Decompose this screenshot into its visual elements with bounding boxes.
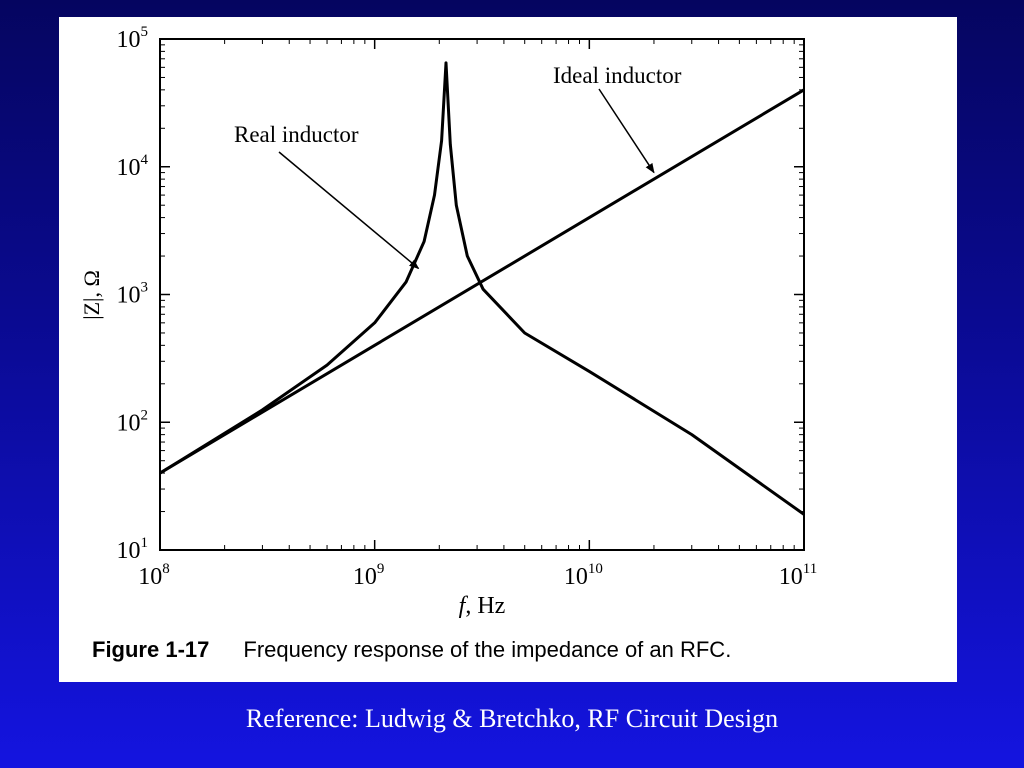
- y-tick-label: 105: [117, 24, 149, 53]
- y-tick-marks: [160, 38, 804, 551]
- ideal-inductor-line: [159, 88, 805, 475]
- figure-caption: Figure 1-17 Frequency response of the imp…: [92, 637, 731, 663]
- y-tick-label: 101: [117, 535, 149, 564]
- real-inductor-annotation-label: Real inductor: [234, 122, 359, 147]
- real-inductor-annotation-arrow: [278, 151, 420, 270]
- ideal-inductor-annotation-arrow: [598, 88, 655, 174]
- x-axis-title: f, Hz: [459, 593, 506, 619]
- impedance-chart: 108 109 1010 1011 101 102 103 104 105 Real indu…: [79, 24, 817, 619]
- series-layer: [159, 61, 805, 516]
- x-tick-marks: [159, 39, 805, 550]
- x-tick-label: 109: [353, 561, 385, 590]
- slide-reference: Reference: Ludwig & Bretchko, RF Circuit…: [245, 704, 779, 733]
- figure-panel: 108 109 1010 1011 101 102 103 104 105 Real indu…: [59, 17, 957, 682]
- y-tick-labels: 101 102 103 104 105: [117, 24, 149, 564]
- x-tick-labels: 108 109 1010 1011: [138, 561, 817, 590]
- x-tick-label: 1011: [779, 561, 817, 590]
- y-tick-label: 102: [117, 407, 149, 436]
- ideal-inductor-annotation-label: Ideal inductor: [553, 63, 682, 88]
- annotation-layer: Real inductor Ideal inductor: [234, 63, 682, 270]
- real-inductor-line: [159, 61, 805, 516]
- y-axis-title: |Z|, Ω: [79, 270, 104, 320]
- y-tick-label: 103: [117, 280, 149, 309]
- y-tick-label: 104: [117, 152, 149, 181]
- plot-frame: [159, 38, 805, 551]
- x-tick-label: 1010: [564, 561, 603, 590]
- figure-number: Figure 1-17: [92, 637, 210, 662]
- x-tick-label: 108: [138, 561, 170, 590]
- figure-caption-text: Frequency response of the impedance of a…: [243, 637, 732, 662]
